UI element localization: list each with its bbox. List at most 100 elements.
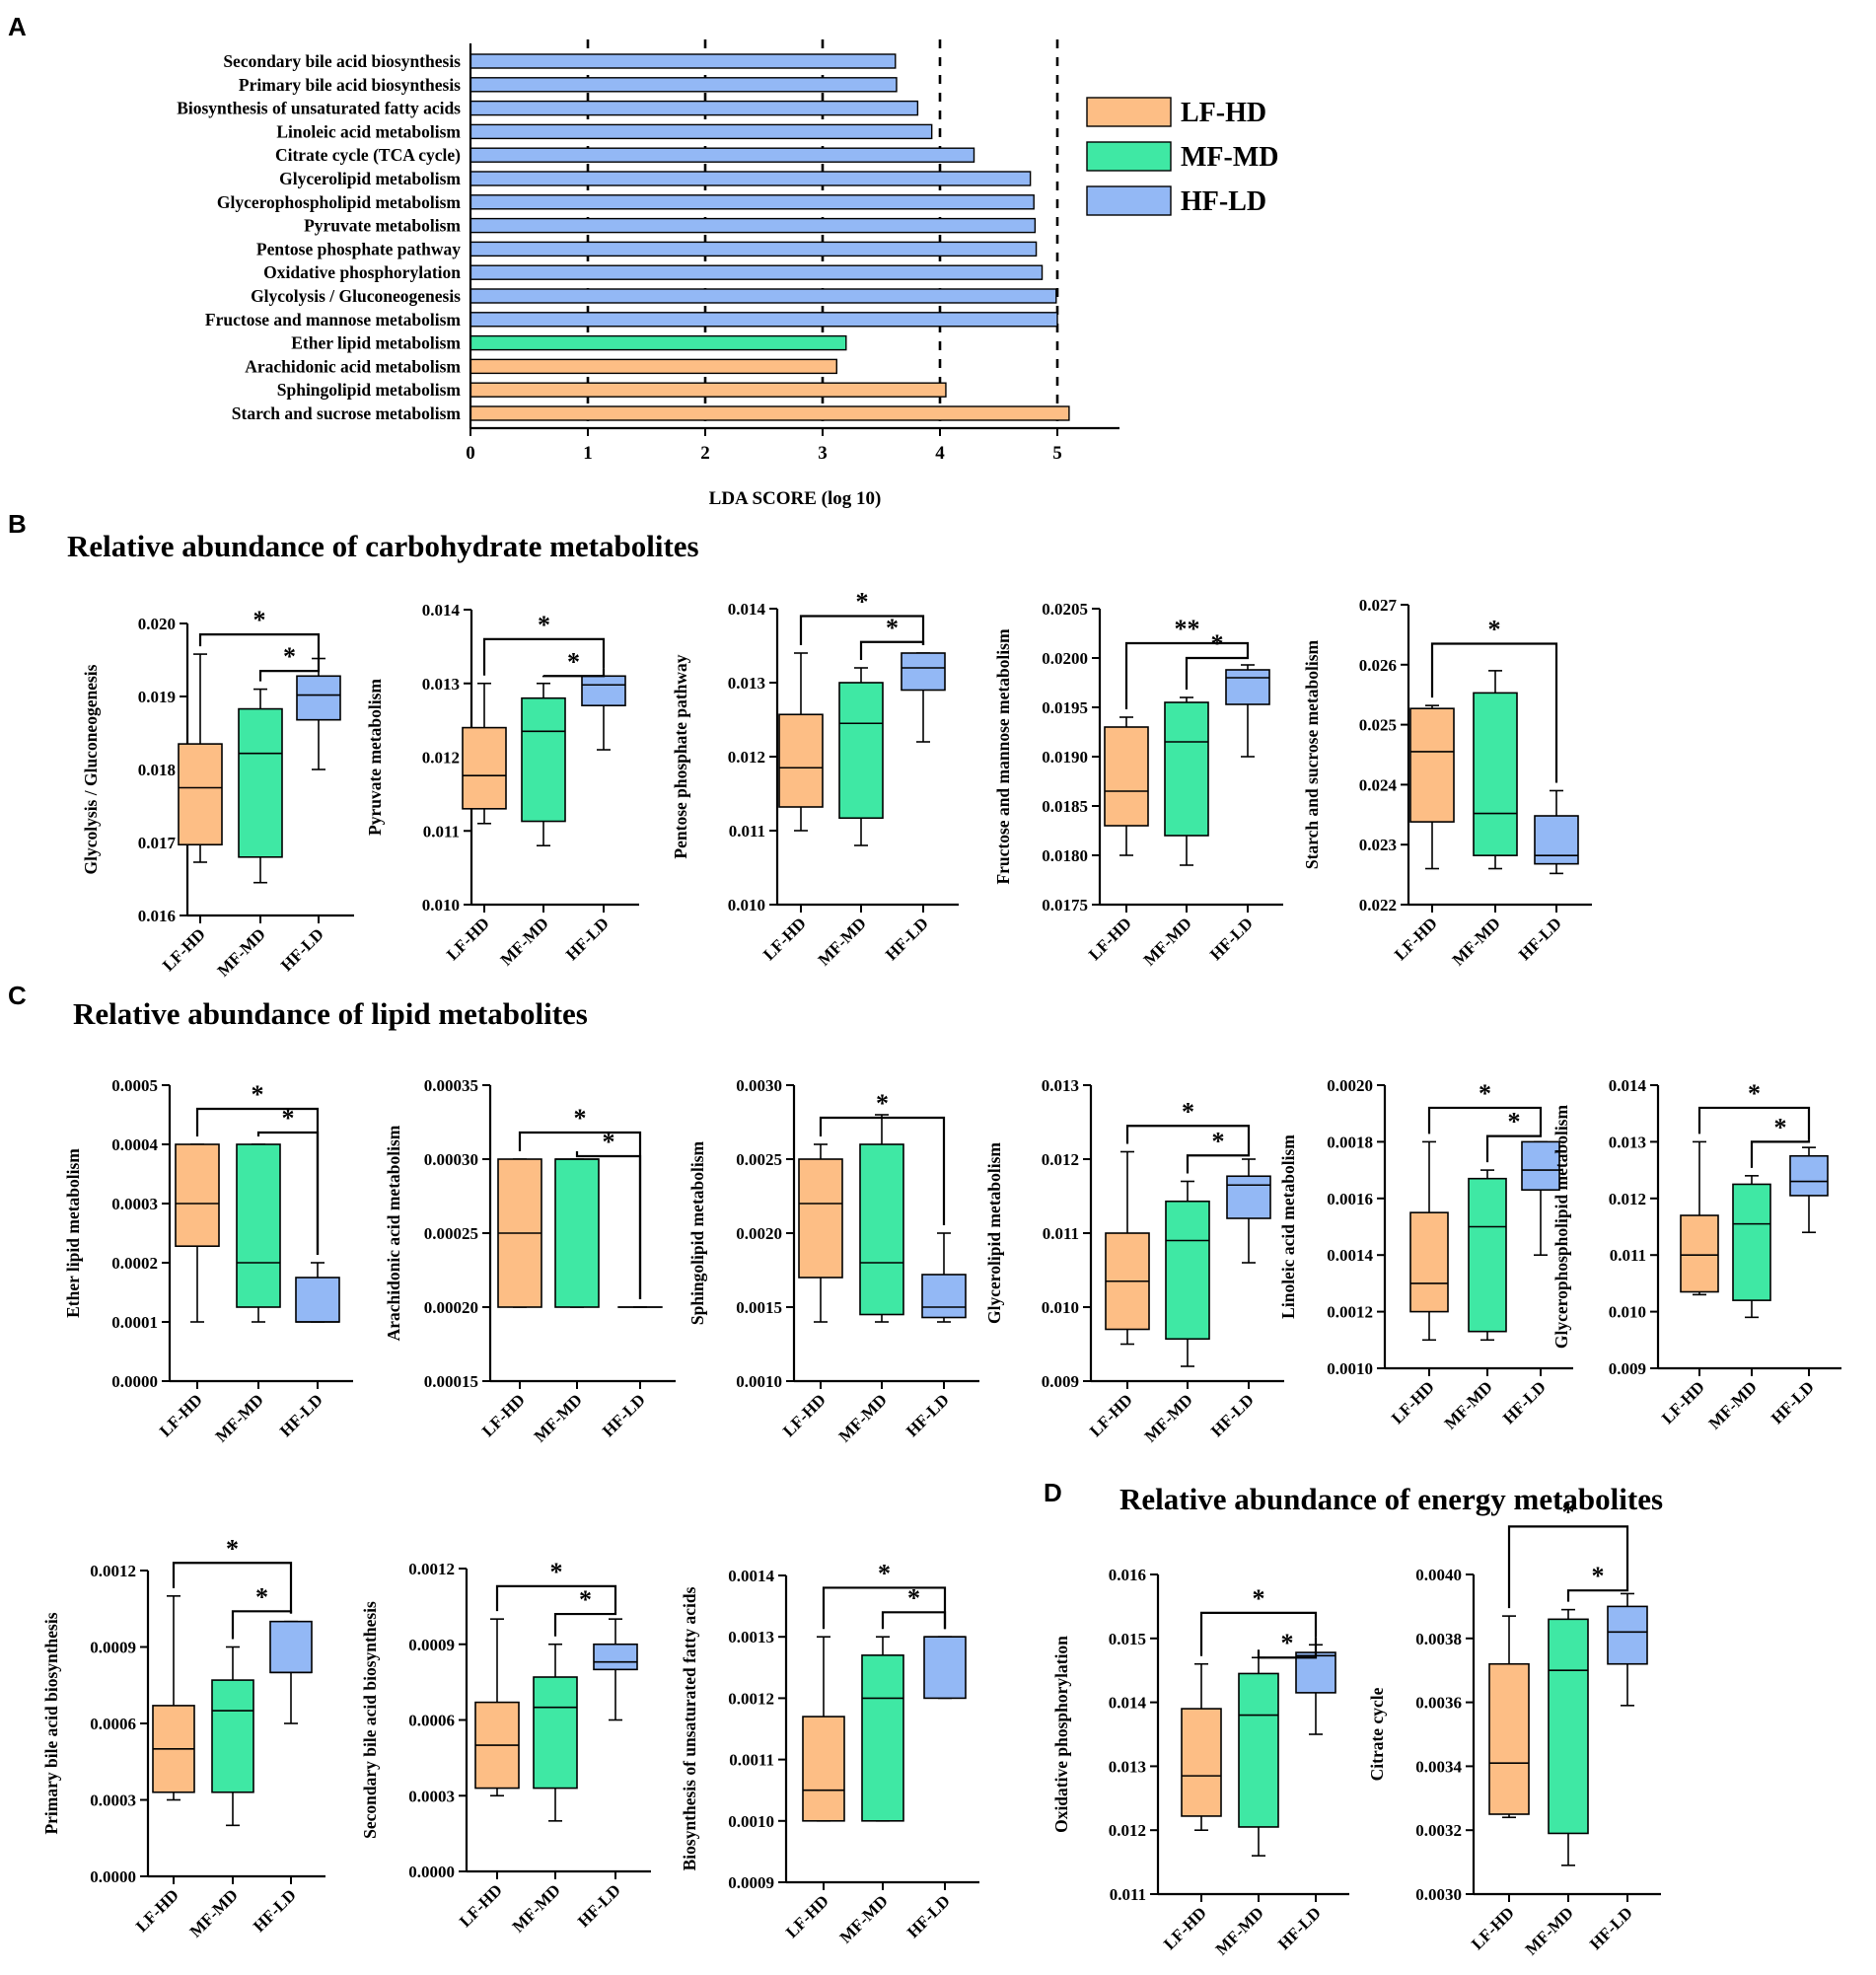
x-tick-label-mf-md: MF-MD (1212, 1903, 1267, 1958)
y-axis-label: Oxidative phosphorylation (1051, 1636, 1071, 1833)
significance-marker: * (579, 1585, 592, 1614)
boxplot-ether: 0.0000 0.0001 0.0002 0.0003 0.0004 0.0005 LF-H… (63, 1076, 353, 1446)
x-tick-label-lf-hd: LF-HD (1086, 1390, 1136, 1440)
lda-bar-label: Secondary bile acid biosynthesis (223, 51, 461, 71)
box-lf-hd (798, 1158, 843, 1279)
y-tick-label: 0.0015 (736, 1298, 782, 1317)
y-axis-label: Sphingolipid metabolism (687, 1140, 707, 1325)
box-mf-md (859, 1143, 904, 1316)
significance-marker: * (878, 1559, 891, 1587)
lda-bar-pentose-phosphate-pathway (469, 241, 1038, 257)
lda-x-axis-label: LDA SCORE (log 10) (709, 488, 882, 509)
box-hf-ld (1225, 669, 1270, 705)
significance-bracket (1566, 1585, 1629, 1602)
x-tick-label-lf-hd: LF-HD (782, 1891, 832, 1941)
lda-bar-glycolysis-gluconeogenesis (469, 288, 1057, 304)
significance-bracket (1185, 656, 1250, 690)
y-axis-label: Glycerolipid metabolism (984, 1142, 1004, 1324)
panel-letter-d: D (1044, 1478, 1062, 1507)
y-tick-label: 0.0011 (729, 1751, 774, 1770)
y-tick-label: 0.0205 (1042, 600, 1088, 619)
significance-bracket (1257, 1637, 1318, 1659)
x-tick-label-mf-md: MF-MD (186, 1885, 242, 1940)
y-tick-label: 0.015 (1109, 1630, 1146, 1648)
boxplot-arach: 0.00015 0.00020 0.00025 0.00030 0.00035 LF-HD… (384, 1076, 676, 1446)
significance-bracket (819, 1116, 946, 1225)
y-tick-label: 0.0001 (111, 1313, 158, 1332)
x-tick-label-lf-hd: LF-HD (1391, 914, 1441, 964)
significance-marker: * (283, 642, 296, 671)
y-tick-label: 0.017 (138, 834, 177, 852)
y-tick-label: 0.0185 (1042, 797, 1088, 816)
y-axis-label: Glycerophospholipid metabolism (1551, 1105, 1571, 1350)
y-tick-label: 0.010 (728, 896, 765, 914)
y-tick-label: 0.0018 (1327, 1133, 1373, 1151)
y-tick-label: 0.0003 (111, 1195, 158, 1213)
box-mf-md (521, 696, 566, 823)
box-hf-ld (1521, 1140, 1560, 1191)
x-tick-label-lf-hd: LF-HD (456, 1880, 506, 1931)
box-mf-md (1473, 692, 1518, 856)
y-tick-label: 0.0036 (1415, 1694, 1462, 1713)
boxplot-pyr: 0.010 0.011 0.012 0.013 0.014 LF-HD MF-MD HF-LD… (365, 601, 639, 970)
significance-marker: * (886, 614, 899, 642)
x-tick-label-hf-ld: HF-LD (250, 1885, 300, 1936)
lda-bar-label: Biosynthesis of unsaturated fatty acids (177, 99, 461, 118)
y-tick-label: 0.009 (1042, 1372, 1079, 1391)
box-lf-hd (1680, 1214, 1719, 1293)
significance-bracket (1125, 1125, 1251, 1151)
boxplot-glyc: 0.016 0.017 0.018 0.019 0.020 LF-HD MF-MD HF-LD… (81, 606, 354, 981)
significance-marker: * (226, 1534, 239, 1563)
y-tick-label: 0.0200 (1042, 649, 1088, 668)
lda-bar-label: Glycerophospholipid metabolism (217, 192, 462, 212)
significance-marker: * (252, 1080, 264, 1109)
box-lf-hd (178, 743, 223, 846)
y-tick-label: 0.00030 (424, 1150, 478, 1169)
x-tick-label-lf-hd: LF-HD (1468, 1903, 1518, 1953)
x-tick-label-lf-hd: LF-HD (478, 1390, 529, 1440)
y-tick-label: 0.022 (1359, 896, 1397, 914)
x-tick-label-hf-ld: HF-LD (276, 1390, 326, 1440)
lda-x-tick-label: 4 (935, 443, 945, 464)
x-tick-label-hf-ld: HF-LD (574, 1880, 624, 1931)
y-tick-label: 0.00025 (424, 1224, 478, 1243)
lda-bar-label: Ether lipid metabolism (291, 333, 461, 353)
y-tick-label: 0.013 (422, 675, 460, 694)
y-tick-label: 0.013 (1042, 1076, 1079, 1095)
boxplot-prim: 0.0000 0.0003 0.0006 0.0009 0.0012 LF-HD MF-MD… (41, 1534, 325, 1941)
significance-marker: * (1182, 1097, 1194, 1126)
boxplot-sec: 0.0000 0.0003 0.0006 0.0009 0.0012 LF-HD MF-MD… (360, 1558, 651, 1937)
lda-bar-arachidonic-acid-metabolism (469, 358, 837, 375)
box-mf-md (236, 1143, 281, 1308)
y-tick-label: 0.019 (138, 688, 176, 706)
lda-bar-citrate-cycle-tca-cycle (469, 147, 975, 163)
x-tick-label-mf-md: MF-MD (1449, 914, 1504, 969)
boxplot-glycero: 0.009 0.010 0.011 0.012 0.013 0.014 LF-HDMF-MD… (1551, 1076, 1841, 1433)
boxplot-sphing: 0.0010 0.0015 0.0020 0.0025 0.0030 LF-HD MF-MD… (687, 1076, 979, 1446)
y-tick-label: 0.010 (1042, 1298, 1079, 1317)
box-hf-ld (901, 652, 946, 692)
significance-marker: * (1479, 1079, 1491, 1108)
significance-marker: * (538, 611, 550, 639)
significance-bracket (553, 1611, 617, 1637)
significance-bracket (198, 633, 321, 651)
legend-swatch-hf-ld (1086, 185, 1172, 216)
lda-bar-pyruvate-metabolism (469, 217, 1037, 234)
lda-bar-label: Primary bile acid biosynthesis (239, 75, 461, 95)
y-tick-label: 0.0005 (111, 1076, 158, 1095)
y-tick-label: 0.0020 (1327, 1076, 1373, 1095)
y-tick-label: 0.0175 (1042, 896, 1088, 914)
box-mf-md (1468, 1177, 1507, 1333)
y-tick-label: 0.0006 (408, 1712, 455, 1730)
significance-bracket (1186, 1151, 1251, 1174)
y-tick-label: 0.0009 (90, 1639, 136, 1657)
y-tick-label: 0.0014 (1327, 1246, 1373, 1265)
significance-marker: * (856, 588, 869, 617)
significance-bracket (495, 1584, 617, 1612)
box-hf-ld (923, 1636, 967, 1700)
significance-bracket (1507, 1525, 1629, 1609)
significance-marker: * (1748, 1079, 1761, 1108)
box-hf-ld (1607, 1605, 1648, 1665)
y-axis-label: Starch and sucrose metabolism (1302, 639, 1322, 869)
lda-bar-label: Starch and sucrose metabolism (232, 403, 462, 423)
